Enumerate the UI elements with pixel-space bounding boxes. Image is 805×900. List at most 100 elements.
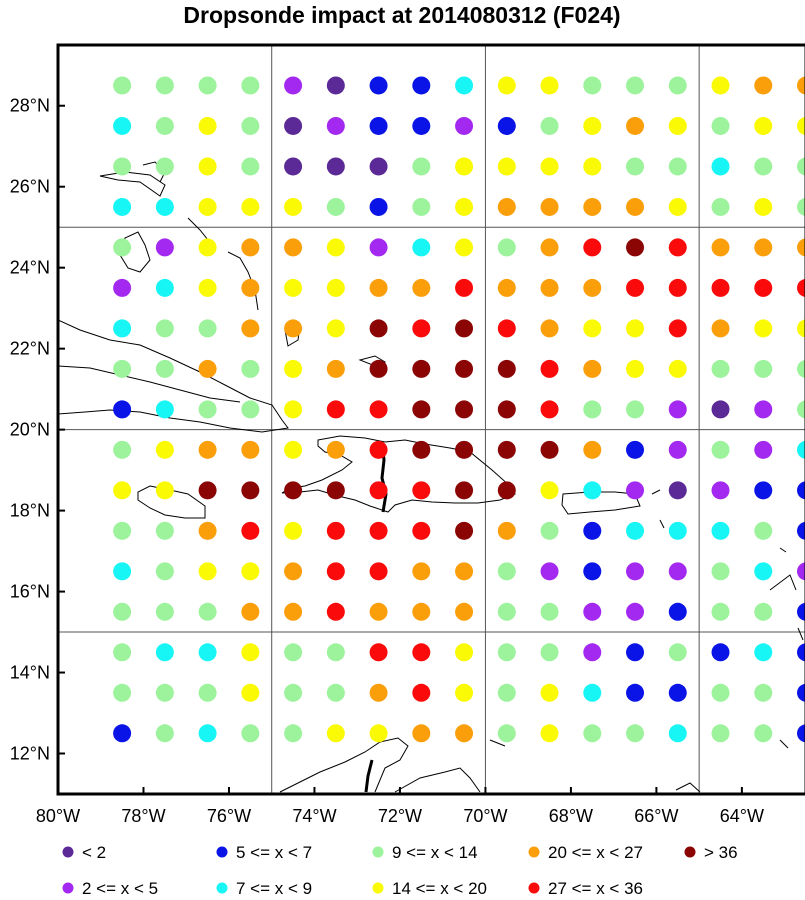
legend-label: 20 <= x < 27	[548, 843, 643, 862]
impact-dot	[754, 481, 773, 500]
impact-dot	[198, 683, 217, 702]
impact-dot	[241, 238, 260, 257]
impact-dot	[412, 157, 431, 176]
impact-dot	[198, 319, 217, 338]
impact-dot	[241, 521, 260, 540]
cuba-coast	[58, 319, 289, 433]
impact-dot	[711, 643, 730, 662]
legend-item: < 2	[62, 843, 106, 862]
impact-dot	[797, 319, 805, 338]
impact-dot	[626, 562, 645, 581]
impact-dot	[668, 602, 687, 621]
impact-dot	[540, 76, 559, 95]
impact-dot	[113, 359, 132, 378]
impact-dot	[540, 197, 559, 216]
impact-dot	[711, 238, 730, 257]
impact-dot	[668, 76, 687, 95]
impact-dot	[241, 359, 260, 378]
impact-dot	[455, 521, 474, 540]
impact-dot	[326, 724, 345, 743]
impact-dot	[155, 319, 174, 338]
impact-dot	[583, 521, 602, 540]
lon-tick-label: 68°W	[549, 806, 593, 826]
impact-dot	[113, 562, 132, 581]
legend-item: 2 <= x < 5	[62, 879, 158, 898]
impact-dot	[497, 521, 516, 540]
impact-dot	[113, 76, 132, 95]
impact-dot	[455, 319, 474, 338]
impact-dot	[326, 643, 345, 662]
impact-dot	[369, 76, 388, 95]
impact-dot	[241, 481, 260, 500]
impact-dot	[326, 197, 345, 216]
impact-dot	[113, 643, 132, 662]
impact-dot	[540, 319, 559, 338]
impact-dot	[412, 724, 431, 743]
impact-dot	[369, 116, 388, 135]
impact-dot	[241, 643, 260, 662]
impact-dot	[754, 238, 773, 257]
lat-tick-label: 14°N	[10, 663, 50, 683]
impact-dot	[155, 278, 174, 297]
impact-dot	[113, 278, 132, 297]
impact-dot	[155, 602, 174, 621]
impact-dot	[198, 359, 217, 378]
lat-tick-label: 28°N	[10, 96, 50, 116]
impact-dot	[583, 238, 602, 257]
impact-dot	[326, 562, 345, 581]
impact-dot	[497, 481, 516, 500]
legend-label: 9 <= x < 14	[392, 843, 478, 862]
impact-dot	[412, 319, 431, 338]
lat-tick-label: 22°N	[10, 339, 50, 359]
impact-dot	[540, 481, 559, 500]
impact-dot	[797, 400, 805, 419]
impact-dot	[711, 440, 730, 459]
impact-dot	[369, 562, 388, 581]
impact-dot	[198, 157, 217, 176]
impact-dot	[797, 562, 805, 581]
impact-dot	[711, 197, 730, 216]
impact-dot	[754, 157, 773, 176]
legend-item: 7 <= x < 9	[216, 879, 312, 898]
lat-tick-label: 16°N	[10, 582, 50, 602]
impact-dot	[412, 278, 431, 297]
impact-dot	[626, 238, 645, 257]
impact-dot	[284, 521, 303, 540]
south-america-coast	[279, 737, 506, 793]
impact-dot	[540, 562, 559, 581]
impact-dot	[754, 643, 773, 662]
lat-tick-label: 24°N	[10, 258, 50, 278]
impact-dot	[326, 76, 345, 95]
impact-dot	[668, 643, 687, 662]
impact-dot	[583, 278, 602, 297]
legend-label: 5 <= x < 7	[236, 843, 312, 862]
impact-dot	[626, 602, 645, 621]
impact-dot	[198, 278, 217, 297]
impact-dot	[497, 116, 516, 135]
impact-dot	[754, 278, 773, 297]
impact-dot	[711, 278, 730, 297]
impact-dot	[455, 116, 474, 135]
impact-dot	[583, 359, 602, 378]
impact-dot	[155, 521, 174, 540]
impact-dots	[113, 76, 805, 743]
impact-dot	[797, 643, 805, 662]
impact-dot	[113, 197, 132, 216]
impact-dot	[797, 440, 805, 459]
bahamas-eleuthera	[99, 171, 166, 197]
turks-caicos	[358, 355, 387, 367]
impact-dot	[668, 724, 687, 743]
impact-dot	[497, 562, 516, 581]
impact-dot	[540, 400, 559, 419]
lon-tick-label: 78°W	[121, 806, 165, 826]
impact-dot	[155, 359, 174, 378]
impact-dot	[198, 238, 217, 257]
impact-dot	[668, 359, 687, 378]
impact-dot	[797, 198, 805, 216]
impact-dot	[284, 319, 303, 338]
impact-dot	[668, 278, 687, 297]
impact-dot	[326, 400, 345, 419]
impact-dot	[198, 724, 217, 743]
impact-dot	[497, 238, 516, 257]
bahamas-andros	[119, 231, 151, 273]
